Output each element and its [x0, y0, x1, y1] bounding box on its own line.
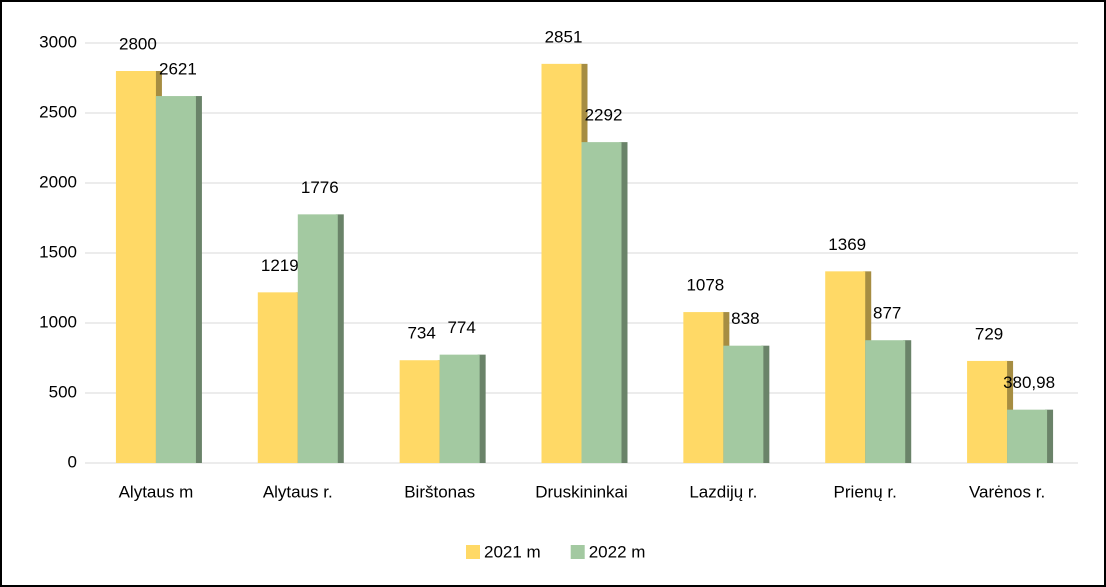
bar-side: [193, 96, 202, 463]
bar-side: [761, 345, 770, 463]
y-tick-label: 2000: [39, 172, 77, 191]
value-label: 2800: [119, 34, 157, 53]
bar: [723, 345, 764, 463]
bar: [439, 354, 480, 463]
bar: [155, 96, 196, 463]
bar: [683, 312, 724, 463]
y-tick-label: 1000: [39, 312, 77, 331]
x-tick-label: Prienų r.: [834, 482, 897, 501]
value-label: 774: [447, 318, 475, 337]
bar: [115, 71, 156, 463]
bar: [865, 340, 906, 463]
bar-side: [477, 354, 486, 463]
legend-label: 2022 m: [589, 542, 646, 561]
bar: [257, 292, 298, 463]
bar: [399, 360, 440, 463]
bar-side: [335, 214, 344, 463]
y-tick-label: 500: [49, 382, 77, 401]
bar-side: [1045, 409, 1054, 463]
x-tick-label: Druskininkai: [535, 482, 628, 501]
x-tick-label: Birštonas: [404, 482, 475, 501]
legend-label: 2021 m: [484, 542, 541, 561]
bar-side: [619, 142, 628, 463]
y-tick-label: 0: [68, 452, 77, 471]
bar-side: [903, 340, 912, 463]
value-label: 1219: [261, 256, 299, 275]
y-tick-label: 2500: [39, 102, 77, 121]
value-label: 734: [407, 324, 435, 343]
x-tick-label: Alytaus r.: [263, 482, 333, 501]
value-label: 1369: [828, 235, 866, 254]
value-label: 1776: [301, 178, 339, 197]
bar: [297, 214, 338, 463]
legend-swatch: [466, 545, 480, 559]
x-tick-label: Alytaus m: [119, 482, 194, 501]
bar: [581, 142, 622, 463]
bar: [825, 271, 866, 463]
legend-swatch: [570, 545, 585, 559]
bar: [541, 63, 582, 464]
value-label: 2851: [545, 27, 583, 46]
value-label: 838: [731, 309, 759, 328]
x-tick-label: Lazdijų r.: [689, 482, 757, 501]
value-label: 2292: [585, 106, 623, 125]
value-label: 729: [975, 324, 1003, 343]
value-label: 877: [873, 304, 901, 323]
x-tick-label: Varėnos r.: [969, 482, 1045, 501]
value-label: 1078: [686, 276, 724, 295]
value-label: 2621: [159, 60, 197, 79]
bar: [1007, 409, 1048, 463]
value-label: 380,98: [1003, 373, 1055, 392]
y-tick-label: 3000: [39, 32, 77, 51]
bar: [967, 360, 1008, 463]
y-tick-label: 1500: [39, 242, 77, 261]
